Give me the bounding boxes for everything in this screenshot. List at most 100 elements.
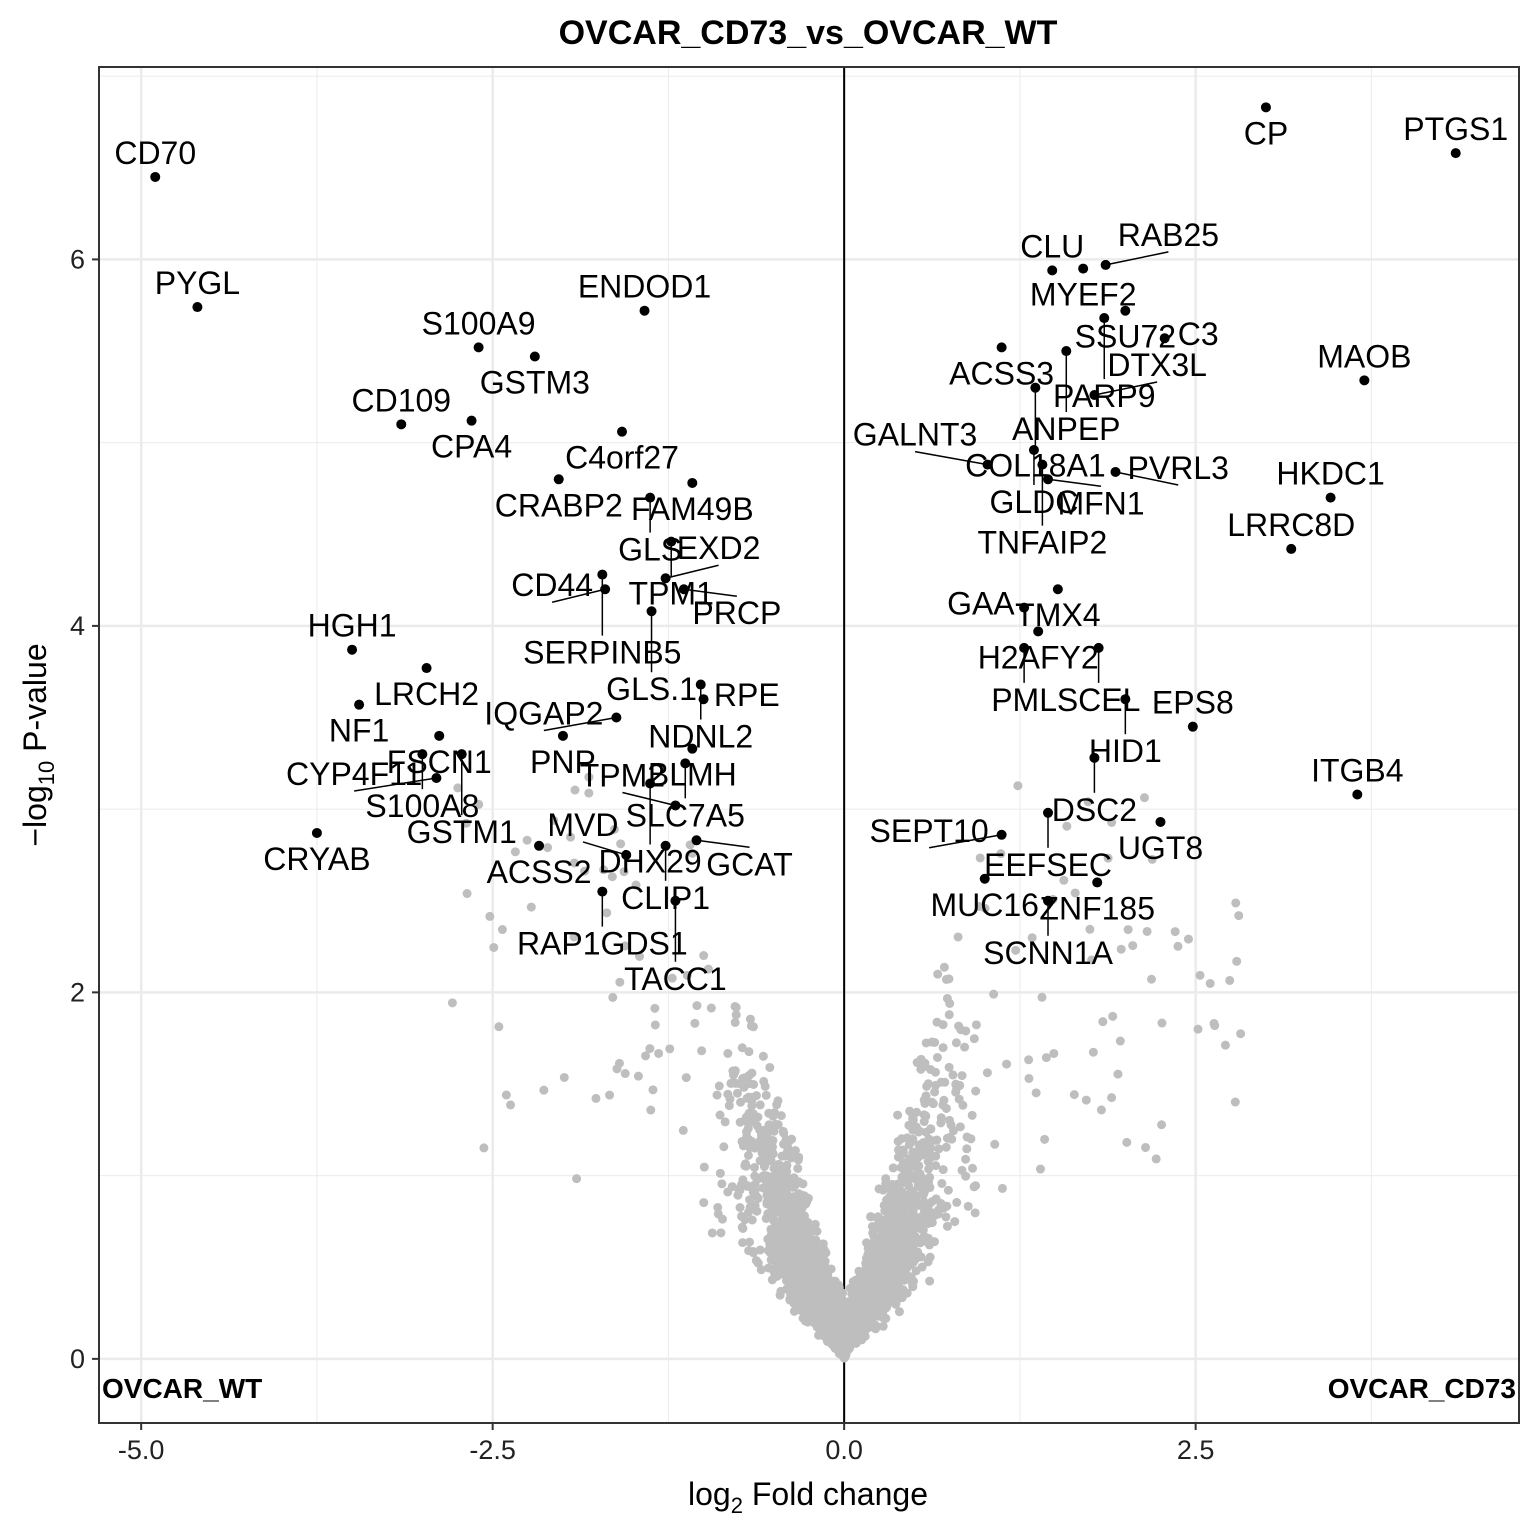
gene-label-ptgs1: PTGS1 <box>1403 111 1508 147</box>
data-point-ns <box>825 1277 835 1287</box>
data-point-exd2 <box>660 573 671 584</box>
data-point-col18a1 <box>1030 382 1041 393</box>
data-point-parp9 <box>1099 313 1110 324</box>
data-point-ns <box>1062 821 1072 831</box>
data-point-ns <box>1081 1095 1091 1105</box>
data-point-ns <box>745 1014 755 1024</box>
gene-label-galnt3: GALNT3 <box>853 417 977 453</box>
data-point-ns <box>869 1271 879 1281</box>
data-point-ns <box>911 1160 921 1170</box>
gene-label-crabp2: CRABP2 <box>495 487 623 523</box>
data-point-ns <box>1157 1120 1167 1130</box>
data-point-ns <box>764 1108 774 1118</box>
label-connector <box>354 777 437 792</box>
data-point-ns <box>803 1256 813 1266</box>
data-point-ns <box>802 1217 812 1227</box>
gene-label-eefsec: EEFSEC <box>984 847 1112 883</box>
data-point-ns <box>962 1144 972 1154</box>
label-connector <box>1047 478 1102 488</box>
data-point-cd44 <box>600 584 611 595</box>
data-point-ns <box>549 815 559 825</box>
data-point-ns <box>731 1002 741 1012</box>
data-point-ns <box>768 1142 778 1152</box>
data-point-ns <box>570 785 580 795</box>
data-point-ns <box>1147 854 1157 864</box>
data-point-ns <box>895 1218 905 1228</box>
data-point-ns <box>790 1263 800 1273</box>
data-point-gstm1 <box>456 749 467 760</box>
x-tick-label: 0.0 <box>825 1435 863 1465</box>
data-point-c3 <box>1159 333 1170 344</box>
data-point-ns <box>767 1212 777 1222</box>
data-point-ns <box>894 1286 904 1296</box>
data-point-ns <box>939 1095 949 1105</box>
data-point-ns <box>635 951 645 961</box>
gene-label-hid1: HID1 <box>1089 733 1162 769</box>
data-point-ns <box>787 1134 797 1144</box>
data-point-ns <box>884 1293 894 1303</box>
data-point-ns <box>580 866 590 876</box>
data-point-ns <box>817 1303 827 1313</box>
data-point-ns <box>1107 817 1117 827</box>
data-point-gstm3 <box>529 351 540 362</box>
data-point-ns <box>839 1351 849 1361</box>
gene-label-prcp: PRCP <box>692 595 781 631</box>
data-point-ns <box>905 1260 915 1270</box>
data-point-scel <box>1093 642 1104 653</box>
gene-label-clu: CLU <box>1020 228 1084 264</box>
data-point-ns <box>797 1272 807 1282</box>
data-point-ns <box>1231 898 1241 908</box>
data-point-ns <box>782 1284 792 1294</box>
data-point-ns <box>975 853 985 863</box>
gene-label-cyp4f11: CYP4F11 <box>286 756 422 792</box>
data-point-ns <box>781 1195 791 1205</box>
data-point-s100a9 <box>473 342 484 353</box>
data-point-ns <box>926 1065 936 1075</box>
data-point-pml <box>1019 642 1030 653</box>
non-significant-points <box>447 772 1246 1363</box>
data-point-gls-1 <box>646 606 657 617</box>
data-point-ndnl2 <box>695 679 706 690</box>
data-point-ns <box>751 1256 761 1266</box>
data-point-ns <box>510 847 520 857</box>
data-point-ns <box>599 865 609 875</box>
data-point-cp <box>1260 102 1271 113</box>
data-point-scnn1a <box>1043 895 1054 906</box>
data-point-ns <box>788 1231 798 1241</box>
data-point-ns <box>789 1306 799 1316</box>
gene-label-scnn1a: SCNN1A <box>983 935 1113 971</box>
y-tick-label: 2 <box>70 977 85 1007</box>
data-point-gcat <box>691 835 702 846</box>
data-point-ns <box>859 1297 869 1307</box>
data-point-ns <box>501 1090 511 1100</box>
data-point-ns <box>789 1283 799 1293</box>
label-connector <box>1094 381 1158 396</box>
data-point-ns <box>713 1209 723 1219</box>
gene-label-hkdc1: HKDC1 <box>1276 456 1384 492</box>
data-point-ns <box>921 1038 931 1048</box>
data-point-ns <box>855 1282 865 1292</box>
label-connector <box>914 450 988 466</box>
gene-label-dsc2: DSC2 <box>1052 792 1137 828</box>
label-connector <box>582 841 627 856</box>
data-point-ns <box>667 973 677 983</box>
gene-label-scel: SCEL <box>1057 682 1141 718</box>
data-point-dsc2 <box>1089 752 1100 763</box>
axis-ticks: -5.0 -2.5 0.0 2.5 0 2 4 6 <box>70 244 1214 1465</box>
data-point-dtx3l <box>1089 390 1100 401</box>
data-point-ns <box>744 1071 754 1081</box>
data-point-pygl <box>192 302 203 313</box>
data-point-ns <box>941 1142 951 1152</box>
data-point-sept10 <box>996 829 1007 840</box>
data-point-ns <box>765 1062 775 1072</box>
data-point-ns <box>768 1192 778 1202</box>
data-point-ns <box>927 1217 937 1227</box>
data-point-ns <box>761 1090 771 1100</box>
data-point-ns <box>952 1197 962 1207</box>
data-point-ns <box>1027 933 1037 943</box>
data-point-ns <box>494 1022 504 1032</box>
data-point-eps8 <box>1187 721 1198 732</box>
data-point-ns <box>849 1315 859 1325</box>
data-point-ns <box>615 977 625 987</box>
